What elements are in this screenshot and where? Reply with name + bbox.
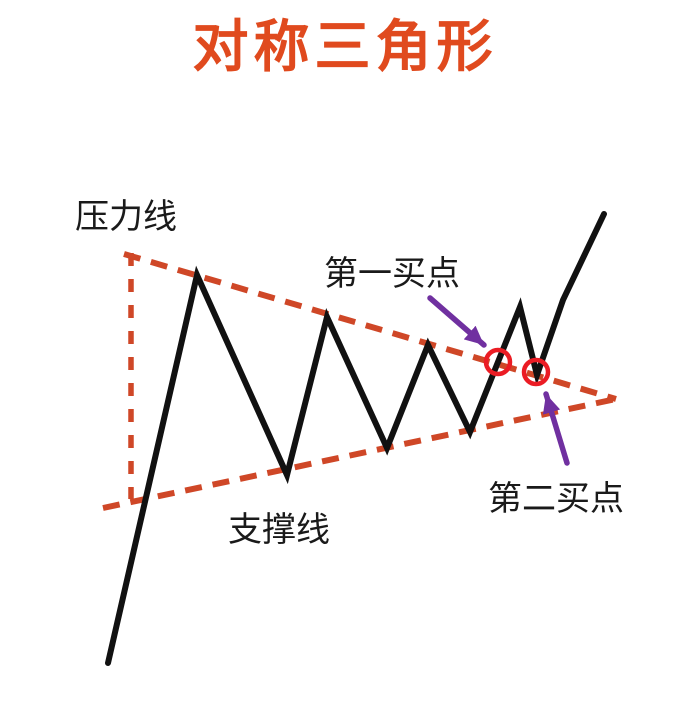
label-support-line: 支撑线: [228, 511, 330, 549]
label-pressure-line: 压力线: [75, 198, 177, 236]
label-first-buy-point: 第一买点: [324, 255, 460, 293]
buy-circle-1: [483, 347, 513, 377]
figure-title: 对称三角形: [192, 15, 498, 78]
support-line: [102, 396, 617, 511]
first-buy-arrow-icon: [427, 295, 487, 348]
label-second-buy-point: 第二买点: [488, 480, 624, 518]
price-line: [105, 211, 607, 666]
buy-circle-2: [521, 357, 551, 387]
second-buy-arrow-icon: [542, 391, 570, 466]
